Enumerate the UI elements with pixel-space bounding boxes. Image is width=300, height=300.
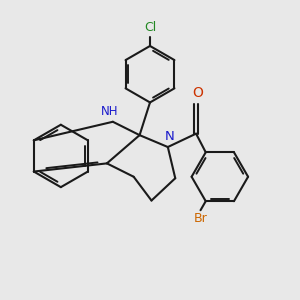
Text: NH: NH [100, 105, 118, 118]
Text: Br: Br [194, 212, 207, 225]
Text: O: O [193, 86, 204, 100]
Text: Cl: Cl [144, 21, 156, 34]
Text: N: N [164, 130, 174, 143]
